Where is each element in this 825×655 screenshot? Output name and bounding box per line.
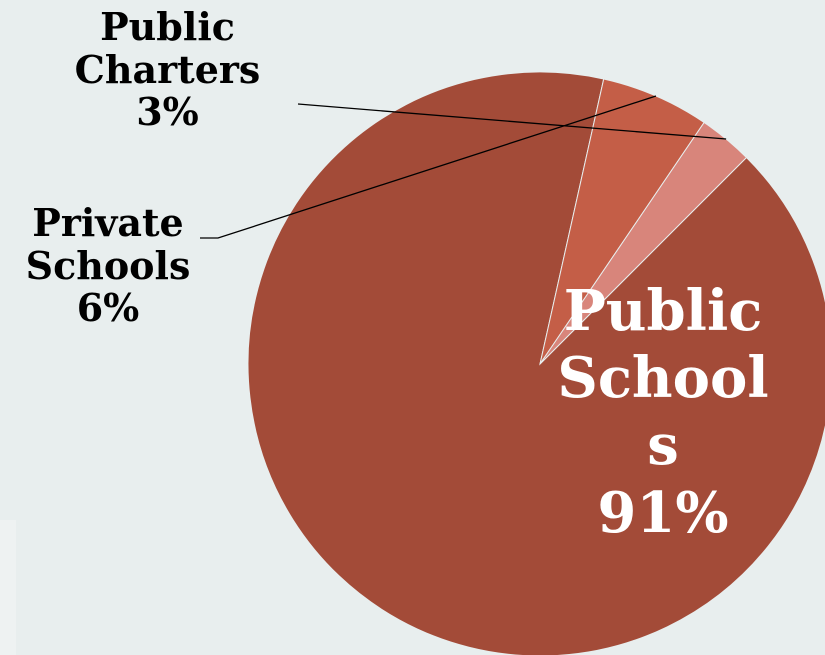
slice-percent: 6% xyxy=(76,285,140,331)
slice-percent: 91% xyxy=(597,479,729,546)
slice-label-line: Schools xyxy=(25,242,191,288)
leader-line xyxy=(200,95,657,239)
slice-label-line: s xyxy=(647,412,679,479)
slice-label-line: Charters xyxy=(74,46,261,92)
slice-label-line: Public xyxy=(100,4,235,49)
left-edge-strip xyxy=(0,520,16,655)
slice-label-private-schools: Private Schools 6% xyxy=(8,200,208,331)
pie-slice xyxy=(247,71,825,655)
slice-label-line: School xyxy=(557,345,769,412)
slice-label-line: Private xyxy=(32,200,184,245)
slice-label-line: Public xyxy=(563,278,763,344)
leader-line xyxy=(297,103,727,140)
slice-percent: 3% xyxy=(136,89,199,135)
slice-label-public-charters: Public Charters 3% xyxy=(70,4,265,135)
slice-label-public-schools: Public School s 91% xyxy=(530,278,796,547)
